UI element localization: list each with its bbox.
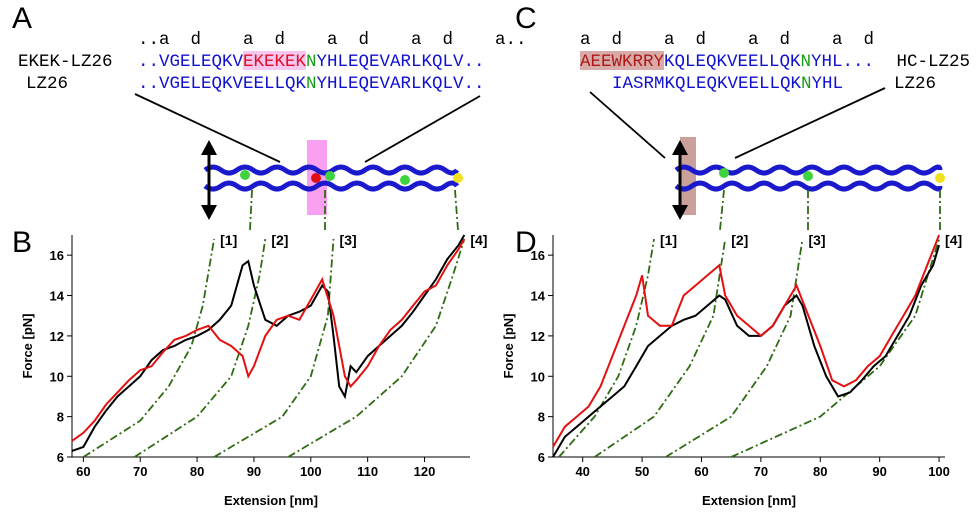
fit-curve bbox=[730, 238, 940, 458]
panel-letter: C bbox=[515, 2, 537, 35]
panel-letter: D bbox=[515, 226, 537, 259]
panel-letter: B bbox=[12, 226, 32, 259]
x-tick-label: 110 bbox=[357, 464, 378, 479]
row-name: EKEK-LZ26 bbox=[18, 52, 113, 72]
x-tick-label: 90 bbox=[247, 464, 261, 479]
peak-label: [3] bbox=[808, 232, 825, 248]
y-axis-label: Force [pN] bbox=[20, 314, 35, 379]
sequence-segment: EKEKEK bbox=[243, 52, 306, 72]
y-tick-label: 14 bbox=[50, 289, 65, 304]
sequence-segment: AEEWKRRY bbox=[580, 52, 664, 72]
y-tick-label: 6 bbox=[538, 450, 545, 465]
fit-curve bbox=[558, 238, 655, 458]
y-tick-label: 12 bbox=[531, 329, 545, 344]
sequence-segment: YHLEQEVARLKQLV.. bbox=[317, 52, 485, 72]
peak-label: [4] bbox=[945, 232, 962, 248]
x-tick-label: 100 bbox=[928, 464, 950, 479]
y-tick-label: 10 bbox=[50, 369, 64, 384]
fit-curve bbox=[134, 238, 267, 458]
peak-label: [2] bbox=[731, 232, 748, 248]
row-name: HC-LZ25 bbox=[896, 52, 970, 72]
heptad-labels: a d a d a d a d bbox=[580, 30, 874, 50]
force-trace bbox=[552, 244, 941, 458]
y-tick-label: 8 bbox=[538, 410, 545, 425]
connectors bbox=[249, 189, 941, 231]
peak-label: [3] bbox=[340, 232, 357, 248]
y-tick-label: 16 bbox=[50, 248, 64, 263]
sequence-segment: N bbox=[801, 74, 812, 94]
x-tick-label: 120 bbox=[414, 464, 436, 479]
diagram-a bbox=[134, 93, 481, 220]
x-tick-label: 80 bbox=[190, 464, 204, 479]
sequence-segment: N bbox=[801, 52, 812, 72]
x-tick-label: 60 bbox=[76, 464, 90, 479]
sequence-segment: N bbox=[306, 74, 317, 94]
peak-label: [4] bbox=[470, 232, 487, 248]
x-tick-label: 50 bbox=[635, 464, 649, 479]
panel-letter: A bbox=[12, 2, 32, 35]
y-tick-label: 8 bbox=[57, 410, 64, 425]
peak-label: [2] bbox=[271, 232, 288, 248]
sequence-segment: N bbox=[306, 52, 317, 72]
y-axis-label: Force [pN] bbox=[501, 314, 516, 379]
sequence-segment: YHL bbox=[812, 74, 844, 94]
y-tick-label: 16 bbox=[531, 248, 545, 263]
x-tick-label: 90 bbox=[872, 464, 886, 479]
sequence-segment: KQLEQKVEELLQK bbox=[664, 52, 801, 72]
x-tick-label: 60 bbox=[694, 464, 708, 479]
sequence-segment: YHL... bbox=[811, 52, 874, 72]
row-name: LZ26 bbox=[894, 74, 936, 94]
force-trace bbox=[71, 238, 466, 442]
row-name: LZ26 bbox=[26, 74, 68, 94]
x-tick-label: 40 bbox=[575, 464, 589, 479]
fit-curve bbox=[594, 238, 727, 458]
sequence-segment: ..VGELEQKVEELLQK bbox=[138, 74, 306, 94]
fit-curve bbox=[287, 238, 466, 458]
fit-curve bbox=[665, 238, 804, 458]
highlight bbox=[580, 51, 664, 70]
diagram-c bbox=[589, 87, 945, 220]
y-tick-label: 6 bbox=[57, 450, 64, 465]
force-trace bbox=[71, 234, 466, 452]
y-tick-label: 10 bbox=[531, 369, 545, 384]
fit-curve bbox=[82, 238, 215, 458]
sequence-segment: IASRMKQLEQKVEELLQK bbox=[612, 74, 801, 94]
y-tick-label: 12 bbox=[50, 329, 64, 344]
heptad-labels: ..a d a d a d a d a.. bbox=[138, 30, 527, 50]
x-tick-label: 80 bbox=[813, 464, 827, 479]
x-tick-label: 70 bbox=[754, 464, 768, 479]
fit-curve bbox=[213, 238, 335, 458]
sequence-segment: YHLEQEVARLKQLV.. bbox=[317, 74, 485, 94]
y-tick-label: 14 bbox=[531, 289, 546, 304]
x-axis-label: Extension [nm] bbox=[224, 493, 318, 508]
peak-label: [1] bbox=[660, 232, 677, 248]
x-axis-label: Extension [nm] bbox=[702, 493, 796, 508]
x-tick-label: 70 bbox=[133, 464, 147, 479]
force-trace bbox=[552, 234, 941, 448]
x-tick-label: 100 bbox=[300, 464, 322, 479]
sequence-segment: ..VGELEQKV bbox=[138, 52, 243, 72]
peak-label: [1] bbox=[220, 232, 237, 248]
highlight bbox=[243, 51, 306, 70]
